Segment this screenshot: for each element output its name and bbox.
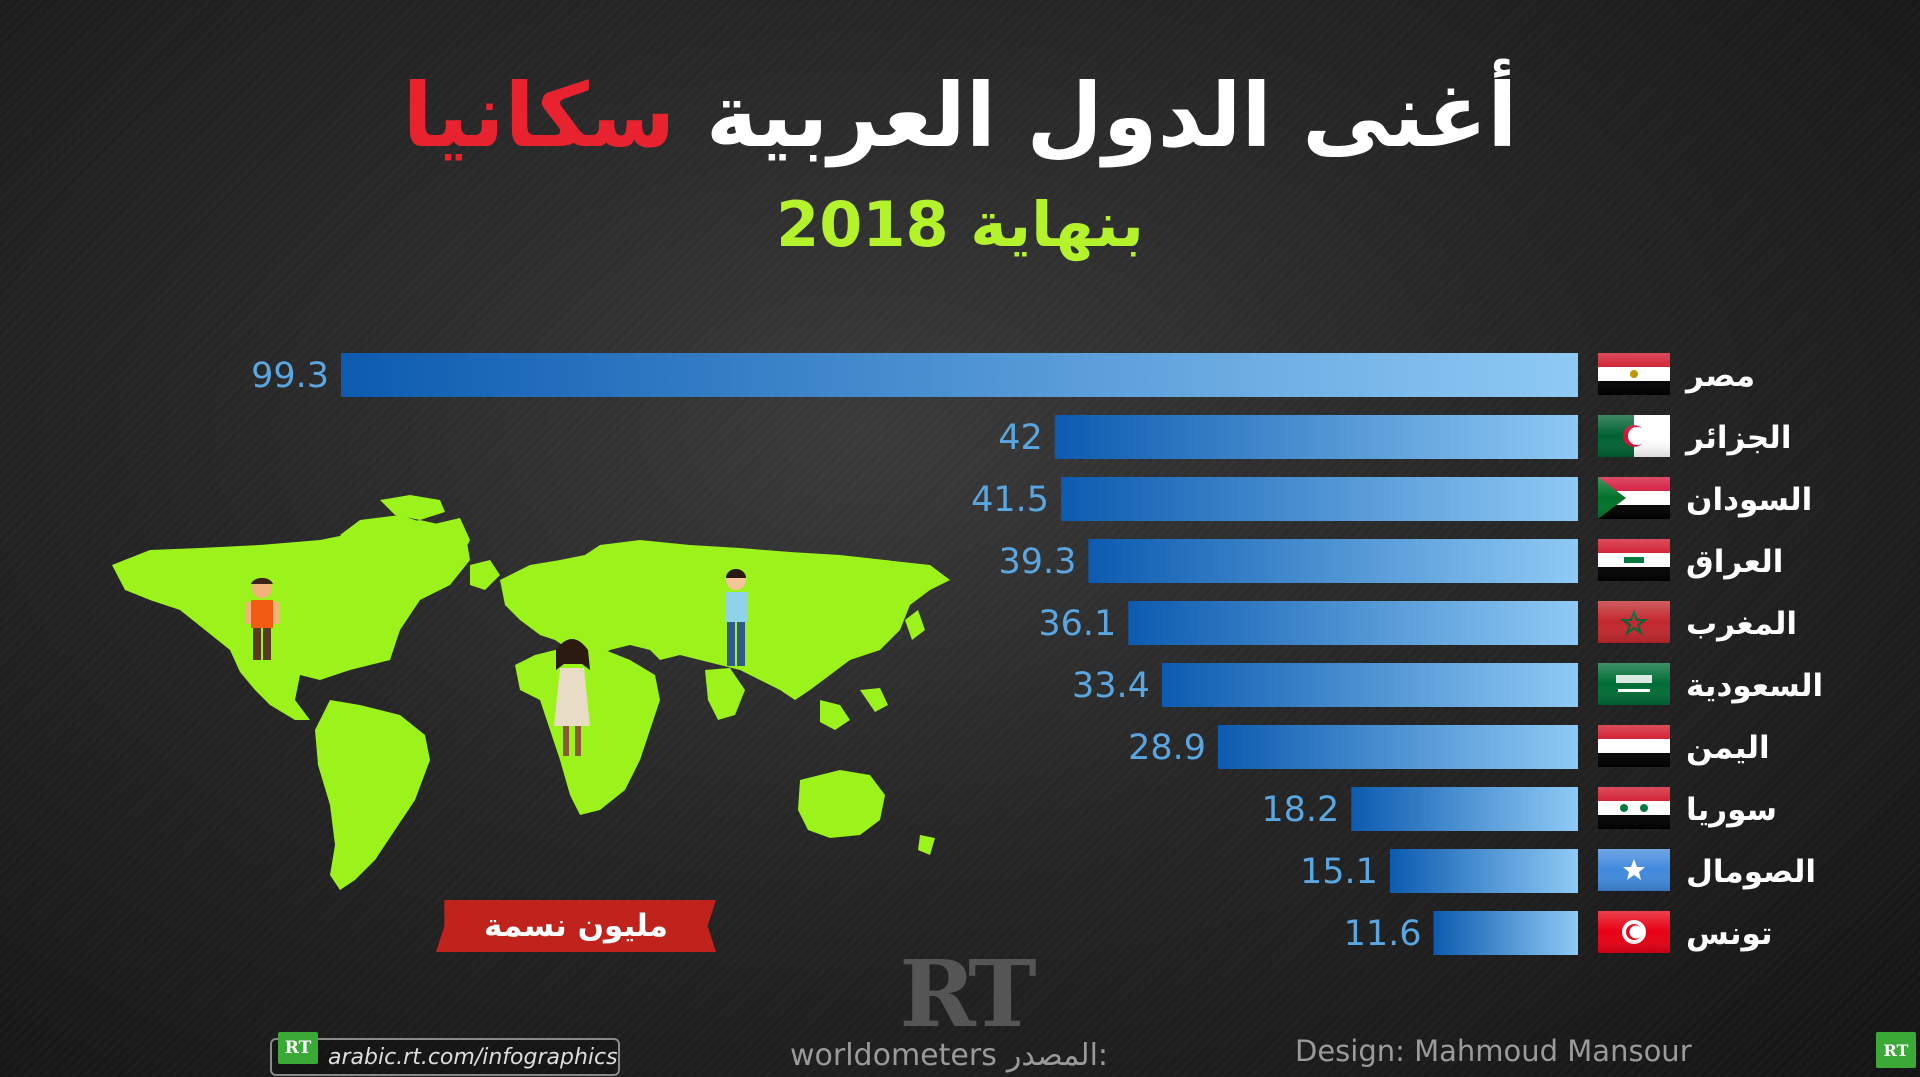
egypt-flag-icon [1598,353,1670,395]
syria-flag-icon [1598,787,1670,829]
bar-6 [1218,725,1578,769]
value-label-6: 28.9 [1128,728,1206,768]
url-link[interactable]: arabic.rt.com/infographics [328,1044,618,1070]
design-credit: Design: Mahmoud Mansour [1295,1034,1692,1068]
source-name: worldometers [790,1037,997,1073]
value-label-3: 39.3 [998,542,1076,582]
country-label-4: المغرب [1686,606,1797,642]
value-label-7: 18.2 [1261,790,1339,830]
bar-7 [1351,787,1578,831]
country-label-6: اليمن [1686,730,1770,766]
morocco-flag-icon [1598,601,1670,643]
tunisia-flag-icon [1598,911,1670,953]
bar-4 [1128,601,1578,645]
sudan-flag-icon [1598,477,1670,519]
title-main: أغنى الدول العربية [705,64,1518,167]
person-icon-asia [725,569,747,666]
rt-logo-icon: RT [278,1032,318,1064]
unit-ribbon: مليون نسمة [436,900,716,952]
bar-3 [1088,539,1578,583]
somalia-flag-icon [1598,849,1670,891]
url-box[interactable]: RT arabic.rt.com/infographics [270,1032,620,1076]
saudi-flag-icon [1598,663,1670,705]
value-label-4: 36.1 [1038,604,1116,644]
algeria-flag-icon [1598,415,1670,457]
title-accent: سكانيا [402,64,676,167]
value-label-1: 42 [998,418,1043,458]
country-label-9: تونس [1686,916,1773,952]
country-label-0: مصر [1684,358,1755,394]
country-label-7: سوريا [1686,792,1777,828]
bar-1 [1054,415,1578,459]
world-map-icon [112,495,950,890]
bar-9 [1433,911,1578,955]
value-label-8: 15.1 [1300,852,1378,892]
country-label-8: الصومال [1686,854,1816,890]
rt-logo-watermark: RT [899,940,1036,1048]
iraq-flag-icon [1598,539,1670,581]
yemen-flag-icon [1598,725,1670,767]
source-label: المصدر: [1006,1037,1109,1073]
flags [1598,353,1670,953]
bar-5 [1161,663,1578,707]
value-label-9: 11.6 [1344,914,1422,954]
bar-2 [1061,477,1578,521]
bar-8 [1389,849,1578,893]
person-icon-america [245,577,279,660]
page-title: أغنى الدول العربية سكانيا [0,72,1920,160]
source-credit: worldometers المصدر: [790,1037,1108,1073]
rt-corner-logo: RT [1876,1032,1916,1068]
value-label-2: 41.5 [971,480,1049,520]
person-icon-africa [554,639,590,756]
country-label-3: العراق [1686,544,1783,580]
value-label-0: 99.3 [251,356,329,396]
country-label-1: الجزائر [1684,420,1791,456]
value-label-5: 33.4 [1072,666,1150,706]
page-subtitle: بنهاية 2018 [776,188,1144,261]
country-label-5: السعودية [1686,668,1823,704]
bar-0 [341,353,1578,397]
country-label-2: السودان [1686,482,1812,518]
